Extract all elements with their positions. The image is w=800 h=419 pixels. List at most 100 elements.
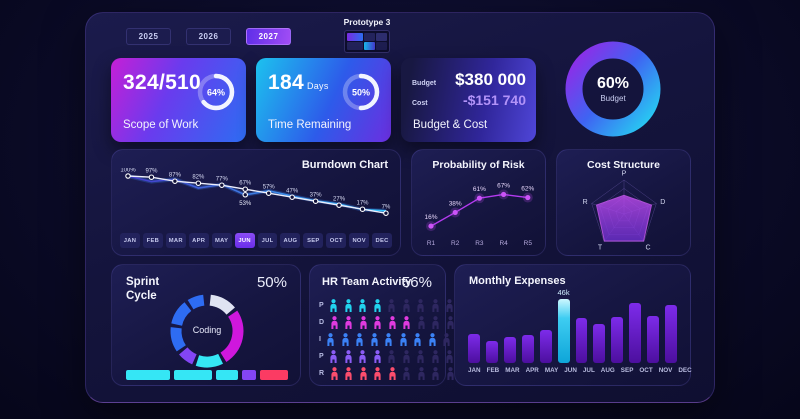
month-chip-dec[interactable]: DEC [372,233,393,248]
hr-activity-percent: 56% [401,274,432,291]
expense-bar-apr[interactable] [521,335,534,363]
expense-bar-jun[interactable] [557,299,570,363]
expense-bar-sep[interactable] [611,317,624,363]
cost-value: -$151 740 [462,92,526,108]
month-chip-sep[interactable]: SEP [303,233,324,248]
person-icon [388,316,396,329]
scope-title: Scope of Work [123,119,199,131]
year-tab-2027[interactable]: 2027 [246,28,291,45]
person-icon [356,333,364,346]
expense-bar-may[interactable] [539,330,552,363]
monthly-expenses-card: Monthly Expenses 46k JAN FEB MAR APR MAY JUN J… [454,264,692,386]
sprint-cycle-card: Sprint Cycle 50% Coding [111,264,301,386]
person-icon [417,316,425,329]
month-chip-mar[interactable]: MAR [165,233,186,248]
time-progress-donut: 50% [342,73,380,111]
budget-donut-caption: Budget [600,94,626,103]
cost-structure-radar-chart: P D C T R [583,171,666,252]
svg-text:27%: 27% [333,197,346,203]
hr-row-label: I [319,336,321,343]
svg-text:D: D [660,199,665,206]
person-icon [342,333,349,346]
month-chip-jun[interactable]: JUN [234,233,255,248]
person-icon [417,350,424,363]
cost-structure-card: Cost Structure P D C T R [556,149,691,256]
prototype-thumbnail[interactable] [344,30,390,53]
person-icon [403,367,410,380]
sprint-cycle-loop-chart [126,294,288,380]
expense-month-label: OCT [639,367,653,374]
person-icon [429,333,436,346]
person-icon [345,299,352,312]
person-icon [388,367,396,380]
time-days-number: 184 [268,71,304,94]
expense-bar-dec[interactable] [665,305,678,363]
dashboard-panel: 2025 2026 2027 Prototype 3 324/510 64% Sco… [85,12,715,403]
person-icon [432,367,439,380]
hr-activity-title: HR Team Activity [322,276,412,288]
person-icon [374,299,381,312]
svg-text:P: P [622,171,627,178]
hr-row-label: P [319,302,324,309]
svg-text:R1: R1 [427,240,436,247]
person-icon [432,316,439,329]
month-chip-jan[interactable]: JAN [120,233,140,248]
expense-bar-nov[interactable] [647,316,660,363]
svg-text:67%: 67% [497,182,510,189]
prototype-widget: Prototype 3 [336,17,398,53]
expense-bar-jan[interactable] [468,334,480,363]
svg-text:37%: 37% [310,193,323,199]
expense-month-label: JAN [468,367,481,374]
hr-row-label: D [319,319,325,326]
person-icon [374,316,381,329]
year-tab-2026[interactable]: 2026 [186,28,231,45]
person-icon [345,350,352,363]
expense-bar-feb[interactable] [485,341,498,363]
month-chip-nov[interactable]: NOV [349,233,370,248]
svg-text:C: C [645,245,650,252]
person-icon [432,299,439,312]
budget-donut-chart: 60% Budget [565,41,661,137]
month-chip-jul[interactable]: JUL [257,233,278,248]
person-icon [388,350,395,363]
expense-bar-oct[interactable] [629,303,642,363]
month-chip-feb[interactable]: FEB [142,233,163,248]
person-icon [403,350,410,363]
person-icon [359,299,366,312]
person-icon [414,333,422,346]
prototype-label: Prototype 3 [343,17,391,27]
svg-text:50%: 50% [352,87,370,97]
person-icon [374,367,381,380]
svg-text:R3: R3 [475,240,484,247]
svg-text:R4: R4 [499,240,508,247]
month-chip-may[interactable]: MAY [211,233,232,248]
person-icon [359,367,367,380]
expense-bar-mar[interactable] [503,337,516,363]
budget-cost-title: Budget & Cost [413,119,488,131]
month-chip-oct[interactable]: OCT [326,233,347,248]
scope-progress-donut: 64% [197,73,235,111]
hr-row-i: I [319,332,465,347]
month-chip-apr[interactable]: APR [188,233,209,248]
person-icon [359,316,367,329]
person-icon [388,299,395,312]
svg-text:R2: R2 [451,240,460,247]
svg-text:38%: 38% [449,200,462,207]
expense-bar-jul[interactable] [575,318,588,363]
month-chip-aug[interactable]: AUG [280,233,301,248]
person-icon [443,333,451,346]
expense-month-label: SEP [620,367,634,374]
kpi-card-scope-of-work: 324/510 64% Scope of Work [111,58,246,142]
expense-bar-aug[interactable] [593,324,606,363]
budget-donut-percent: 60% [596,75,630,92]
svg-text:17%: 17% [356,201,369,207]
svg-text:T: T [598,245,603,252]
hr-row-label: R [319,370,325,377]
year-tab-2025[interactable]: 2025 [126,28,171,45]
hr-row-d: D [319,315,468,330]
svg-text:57%: 57% [263,185,276,191]
expense-month-label: AUG [600,367,615,374]
svg-text:47%: 47% [286,189,299,195]
svg-text:97%: 97% [145,169,158,175]
expenses-month-labels: JAN FEB MAR APR MAY JUN JUL AUG SEP OCT NOV DEC [468,367,692,374]
